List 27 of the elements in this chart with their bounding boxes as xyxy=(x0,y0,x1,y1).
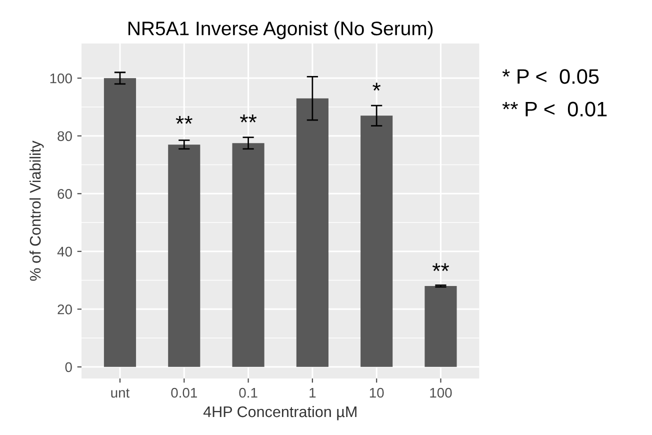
annotation: ** xyxy=(176,116,192,124)
x-tick-label: 0.1 xyxy=(239,388,258,398)
x-tick-label: unt xyxy=(111,388,130,398)
y-tick-label: 60 xyxy=(58,188,72,199)
annotation: ** xyxy=(240,114,257,122)
y-tick-label: 0 xyxy=(65,362,72,372)
y-tick-label: 20 xyxy=(58,304,72,314)
y-tick-label: 80 xyxy=(58,131,72,142)
x-tick-label: 10 xyxy=(370,388,384,398)
annotation: * xyxy=(372,82,381,91)
x-tick-label: 0.01 xyxy=(171,388,197,398)
x-tick-label: 100 xyxy=(430,388,452,398)
bar xyxy=(296,98,328,367)
annotation: ** xyxy=(432,263,450,272)
x-axis-title: 4HP Concentration µM xyxy=(203,406,356,420)
bar xyxy=(168,144,200,367)
x-tick-label: 1 xyxy=(310,388,316,398)
bar xyxy=(424,286,457,367)
text: * P < 0.05 xyxy=(502,69,599,84)
y-axis-title: % of Control Viability xyxy=(30,140,44,281)
text: ** P < 0.01 xyxy=(502,102,607,117)
chart-title: NR5A1 Inverse Agonist (No Serum) xyxy=(128,21,433,40)
bar xyxy=(232,143,264,367)
bar xyxy=(104,78,136,367)
bar xyxy=(360,116,393,367)
y-tick-label: 40 xyxy=(57,246,72,257)
y-tick-label: 100 xyxy=(50,73,72,84)
